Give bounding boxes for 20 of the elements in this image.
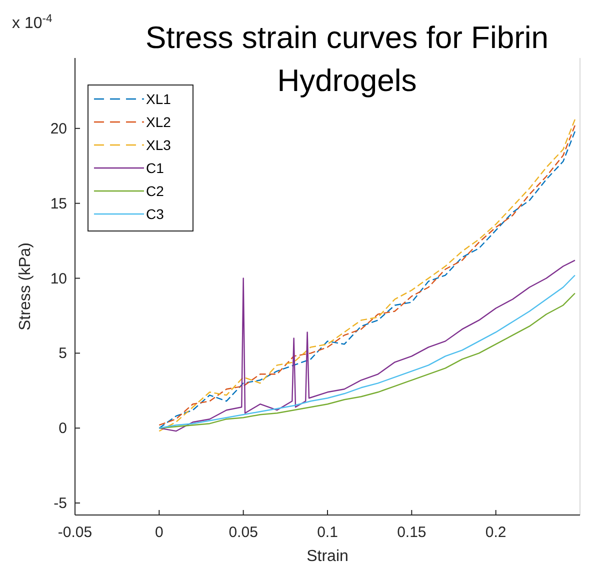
y-tick-label: 10 — [50, 270, 67, 288]
legend-label: C2 — [146, 183, 164, 199]
text: x 10$^{-4}$ — [12, 13, 52, 32]
x-tick-label: 0.05 — [228, 524, 258, 541]
y-tick-label: 0 — [58, 420, 67, 438]
y-tick-label: 20 — [50, 120, 67, 138]
y-tick-label: 5 — [58, 345, 67, 362]
x-tick-label: 0.1 — [317, 524, 338, 541]
legend-label: C3 — [146, 206, 164, 222]
x-tick-label: 0 — [154, 524, 164, 541]
legend-label: XL2 — [146, 114, 172, 130]
legend-label: C1 — [146, 160, 164, 176]
y-tick-label: 15 — [50, 195, 67, 212]
x-axis-title: Strain — [306, 548, 348, 565]
y-axis-title: Stress (kPa) — [17, 242, 34, 331]
legend-label: XL3 — [146, 137, 172, 153]
x-tick-label: 0.15 — [397, 524, 426, 541]
x-tick-label: 0.2 — [485, 524, 506, 541]
x-tick-label: -0.05 — [58, 524, 92, 541]
y-tick-label: -5 — [54, 495, 67, 512]
